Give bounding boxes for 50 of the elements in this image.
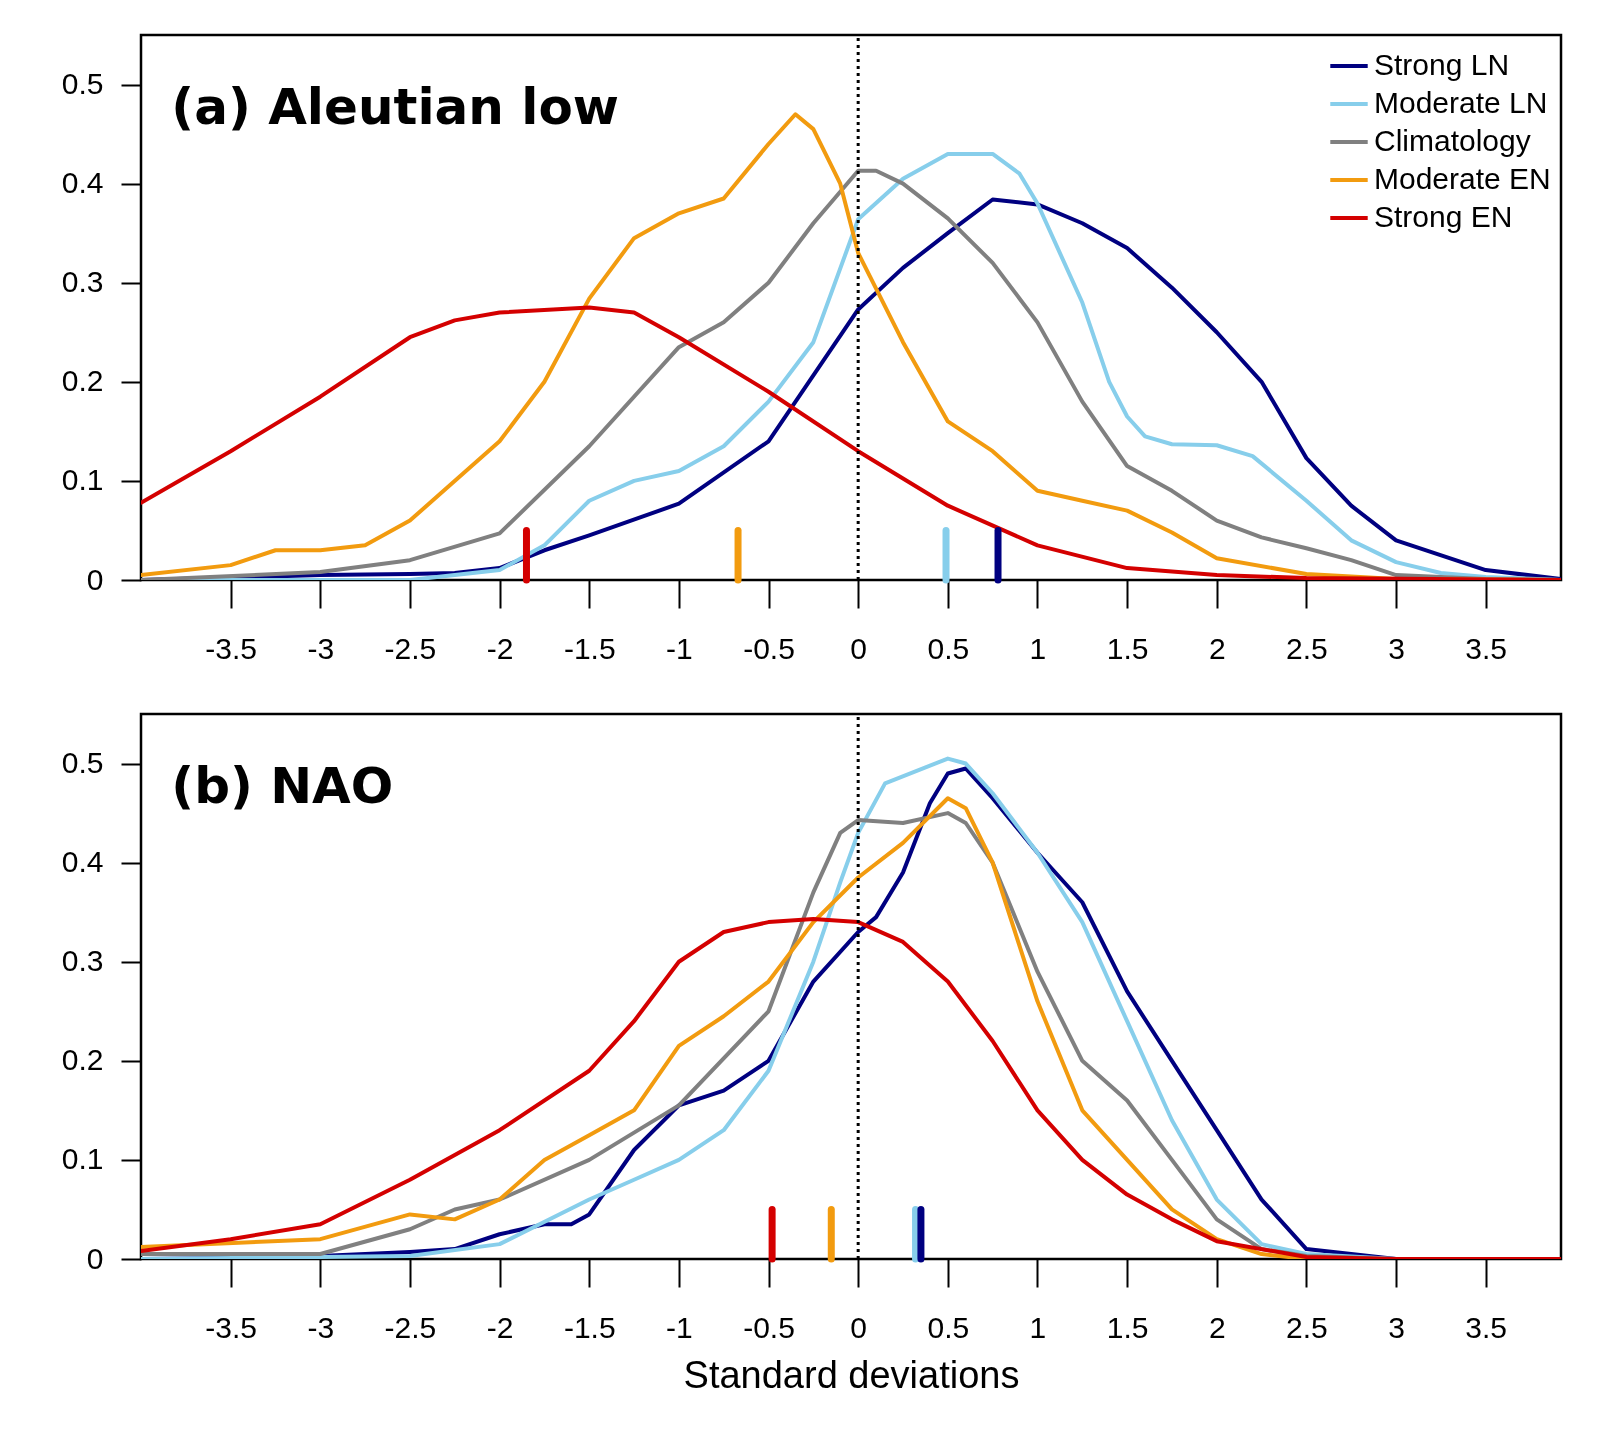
x-tick-label: 0 [850,1310,868,1344]
x-tick-label: 2 [1208,631,1226,665]
legend-label: Strong EN [1374,200,1513,233]
y-tick-label: 0 [86,562,104,596]
text: (a) Aleutian low [171,77,619,136]
y-tick-label: 0.4 [61,166,104,200]
x-tick-label: -3 [307,631,335,665]
x-tick-label: -3.5 [205,631,257,665]
x-tick-label: -1.5 [563,631,616,665]
x-axis-title: Standard deviations [683,1353,1020,1396]
x-tick-label: -0.5 [743,631,795,665]
x-tick-label: 2 [1208,1310,1226,1344]
x-tick-label: -2.5 [384,1310,437,1344]
legend-label: Climatology [1374,124,1531,157]
y-tick-label: 0.2 [61,364,104,398]
x-tick-label: 0 [850,631,868,665]
legend-label: Strong LN [1374,48,1510,81]
x-tick-label: 0.5 [927,631,970,665]
x-tick-label: 2.5 [1286,631,1328,665]
y-tick-label: 0.5 [61,67,104,101]
y-tick-label: 0.1 [61,463,104,497]
x-tick-label: 2.5 [1286,1310,1328,1344]
x-tick-label: -1 [666,1310,693,1344]
x-tick-label: -0.5 [743,1310,795,1344]
y-tick-label: 0.2 [61,1043,104,1077]
y-tick-label: 0 [86,1241,104,1275]
x-tick-label: 3 [1388,1310,1405,1344]
x-tick-label: -2 [486,1310,514,1344]
legend-label: Moderate EN [1374,162,1551,195]
x-tick-label: 3 [1388,631,1405,665]
x-tick-label: 1 [1029,1310,1047,1344]
x-tick-label: -1 [666,631,693,665]
x-tick-label: -3.5 [205,1310,257,1344]
y-tick-label: 0.3 [61,944,104,978]
x-tick-label: 1 [1029,631,1047,665]
x-tick-label: 3.5 [1465,631,1508,665]
x-tick-label: 3.5 [1465,1310,1508,1344]
y-tick-label: 0.5 [61,746,104,780]
x-tick-label: 0.5 [927,1310,970,1344]
text: (b) NAO [171,756,394,815]
x-tick-label: -1.5 [563,1310,616,1344]
y-tick-label: 0.3 [61,265,104,299]
x-tick-label: -2.5 [384,631,437,665]
legend-label: Moderate LN [1374,86,1548,119]
y-tick-label: 0.4 [61,845,104,879]
x-tick-label: 1.5 [1106,1310,1149,1344]
x-tick-label: -2 [486,631,514,665]
x-tick-label: 1.5 [1106,631,1149,665]
x-tick-label: -3 [307,1310,335,1344]
y-tick-label: 0.1 [61,1142,104,1176]
